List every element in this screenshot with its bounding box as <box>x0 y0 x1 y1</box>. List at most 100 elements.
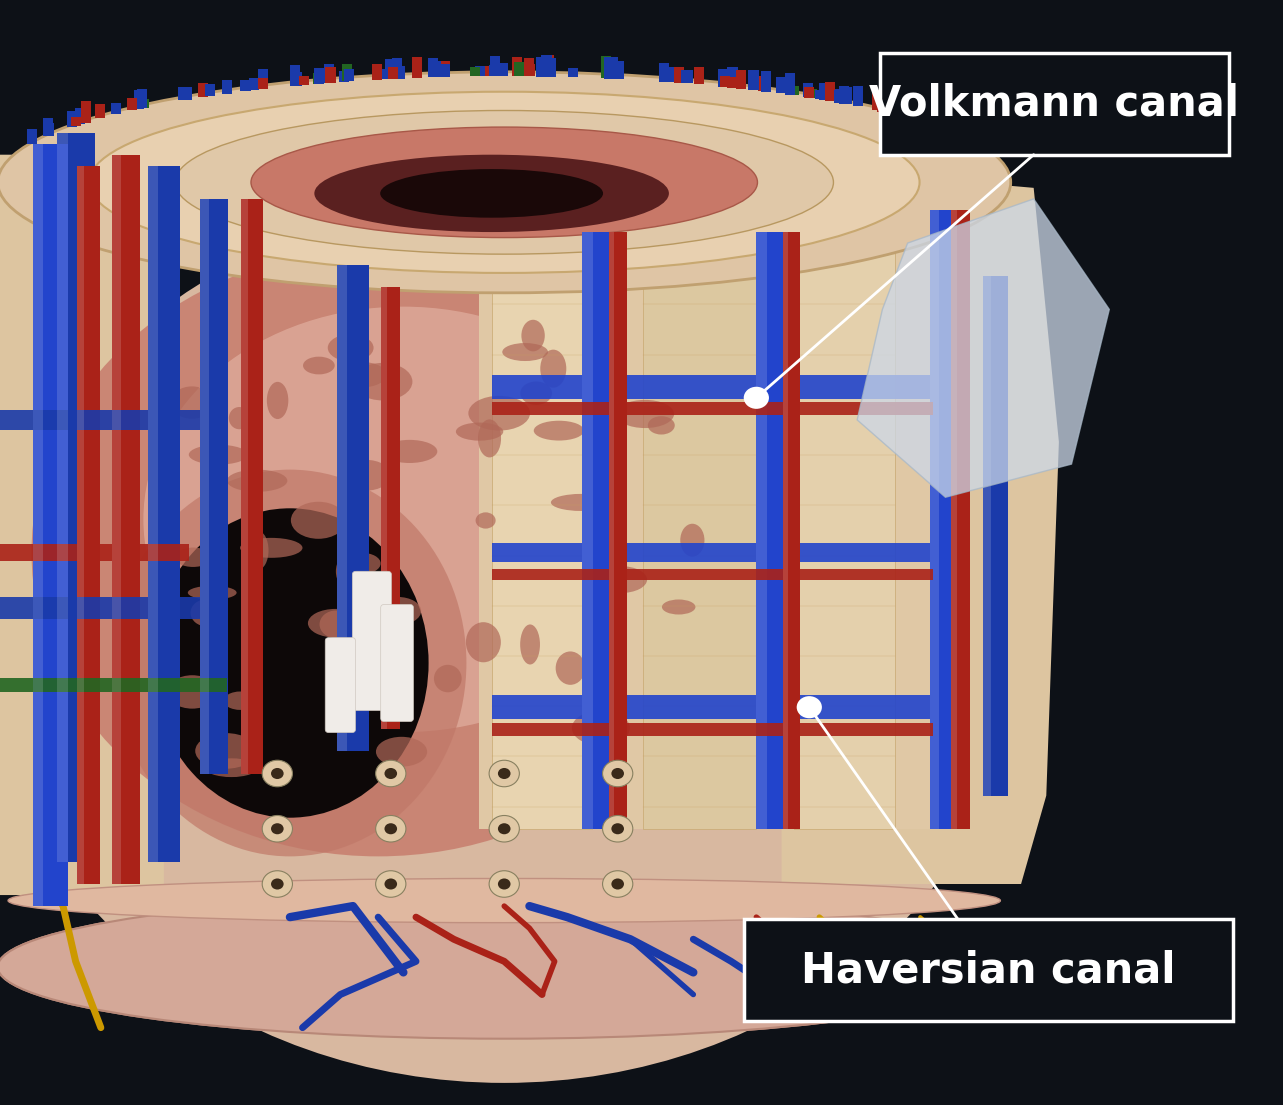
Bar <box>834 90 844 103</box>
Bar <box>337 265 368 751</box>
Bar <box>953 119 962 135</box>
FancyBboxPatch shape <box>744 919 1233 1021</box>
Bar <box>491 375 933 399</box>
Bar <box>960 128 970 138</box>
Bar <box>513 64 523 76</box>
Bar <box>853 86 863 106</box>
Bar <box>381 287 387 729</box>
Bar <box>820 83 830 101</box>
Bar <box>33 144 68 906</box>
Bar <box>872 91 881 110</box>
Bar <box>177 87 187 101</box>
Ellipse shape <box>550 494 611 511</box>
Bar <box>95 104 105 118</box>
Bar <box>983 276 990 796</box>
Bar <box>825 82 835 102</box>
Bar <box>127 98 136 111</box>
Bar <box>643 232 757 829</box>
Text: Volkmann canal: Volkmann canal <box>870 83 1239 125</box>
Bar <box>490 56 499 76</box>
Bar <box>412 57 422 77</box>
Ellipse shape <box>340 460 391 491</box>
Circle shape <box>489 871 520 897</box>
Bar <box>290 65 300 86</box>
Bar <box>44 124 54 136</box>
Circle shape <box>385 823 396 834</box>
Bar <box>372 64 382 80</box>
Ellipse shape <box>32 249 725 856</box>
Bar <box>339 71 349 82</box>
Bar <box>951 210 957 829</box>
Bar <box>42 118 53 136</box>
Bar <box>881 97 892 113</box>
Bar <box>182 87 192 99</box>
Circle shape <box>603 871 633 897</box>
Bar <box>137 90 146 108</box>
Circle shape <box>376 760 405 787</box>
Bar <box>343 64 352 82</box>
Bar <box>582 232 593 829</box>
FancyBboxPatch shape <box>325 638 355 733</box>
Ellipse shape <box>376 737 427 767</box>
Circle shape <box>376 871 405 897</box>
Bar <box>258 70 268 90</box>
Bar <box>395 66 405 78</box>
Circle shape <box>271 878 284 890</box>
Circle shape <box>385 768 396 779</box>
Bar <box>475 66 485 76</box>
Bar <box>720 76 730 87</box>
Bar <box>67 110 77 127</box>
Ellipse shape <box>468 396 530 431</box>
Bar <box>491 232 593 829</box>
Bar <box>240 80 250 91</box>
Bar <box>878 102 888 112</box>
Ellipse shape <box>534 421 584 441</box>
Bar <box>72 117 81 126</box>
Bar <box>491 695 933 719</box>
Bar <box>337 265 346 751</box>
Ellipse shape <box>336 554 361 589</box>
Bar <box>978 133 988 147</box>
Bar <box>608 56 618 78</box>
Bar <box>222 80 232 94</box>
Ellipse shape <box>227 470 287 492</box>
Ellipse shape <box>113 470 467 856</box>
Bar <box>776 77 786 94</box>
Bar <box>897 99 907 117</box>
Bar <box>951 210 970 829</box>
Bar <box>77 166 100 884</box>
Bar <box>604 56 615 78</box>
Bar <box>731 72 742 88</box>
Circle shape <box>603 815 633 842</box>
Bar <box>783 232 788 829</box>
Bar <box>694 67 703 84</box>
Ellipse shape <box>8 878 1001 923</box>
Bar <box>794 232 896 829</box>
Bar <box>983 276 1008 796</box>
Ellipse shape <box>195 733 257 769</box>
Circle shape <box>262 815 293 842</box>
Bar <box>761 71 771 92</box>
Ellipse shape <box>479 420 502 457</box>
Ellipse shape <box>502 343 548 361</box>
Bar <box>842 87 852 104</box>
Ellipse shape <box>0 199 1021 1083</box>
Bar <box>613 61 624 78</box>
Bar <box>727 76 738 87</box>
Bar <box>133 91 144 108</box>
Ellipse shape <box>521 319 545 351</box>
Bar <box>489 64 499 76</box>
Bar <box>513 62 523 76</box>
Bar <box>33 144 44 906</box>
Bar <box>785 77 795 95</box>
Bar <box>241 199 263 774</box>
Ellipse shape <box>353 362 412 400</box>
Bar <box>736 70 747 88</box>
Bar <box>568 67 579 77</box>
Bar <box>525 57 534 76</box>
Bar <box>758 76 769 91</box>
Bar <box>381 287 400 729</box>
Bar <box>757 232 767 829</box>
Bar <box>299 75 309 85</box>
Circle shape <box>744 387 769 409</box>
